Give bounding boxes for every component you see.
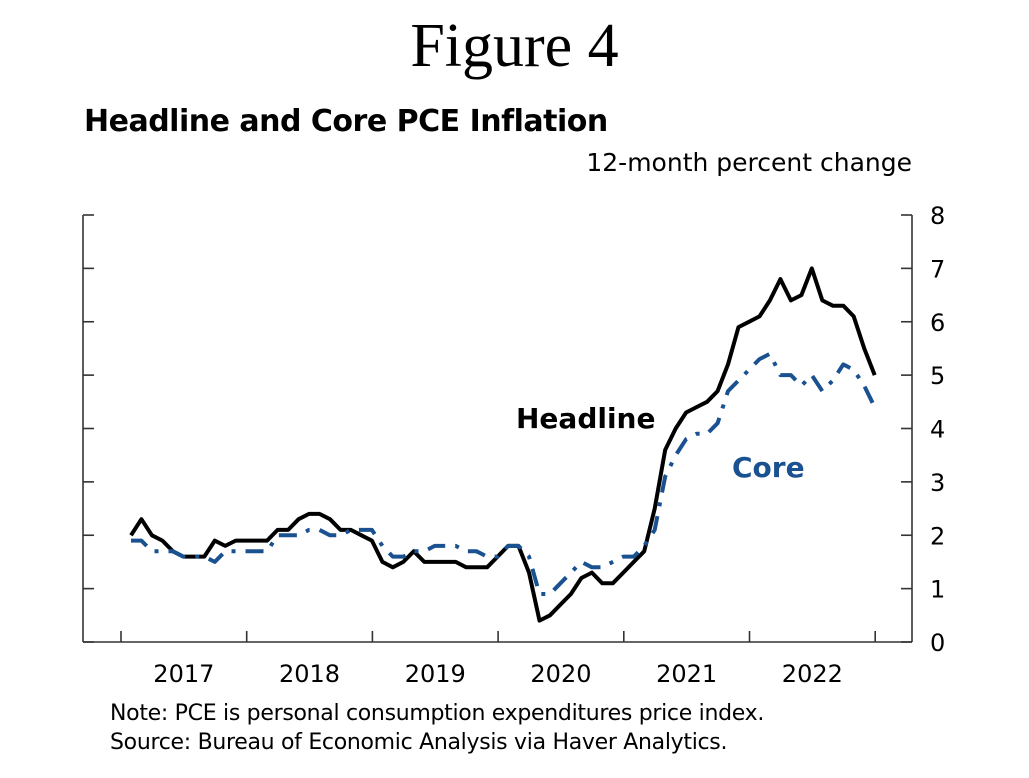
y-tick-label: 5 xyxy=(930,362,945,390)
y-tick-label: 2 xyxy=(930,522,945,550)
series-lines xyxy=(129,266,877,623)
series-label-core: Core xyxy=(732,451,805,484)
figure-title: Figure 4 xyxy=(410,12,619,80)
y-tick-label: 4 xyxy=(930,416,945,444)
y-tick-label: 0 xyxy=(930,629,945,657)
x-tick-label: 2017 xyxy=(153,660,214,688)
x-tick-label: 2020 xyxy=(530,660,591,688)
ticks: 0 1 2 3 4 5 6 7 8 2017 2018 2019 2020 2021 2022 xyxy=(83,202,945,688)
chart-note: Note: PCE is personal consumption expend… xyxy=(110,701,765,726)
x-tick-label: 2019 xyxy=(405,660,466,688)
series-line-headline xyxy=(129,266,877,623)
series-line-core xyxy=(131,351,877,596)
y-axis-unit-label: 12-month percent change xyxy=(586,148,912,177)
series-label-headline: Headline xyxy=(516,402,655,435)
y-tick-label: 7 xyxy=(930,255,945,283)
x-tick-label: 2018 xyxy=(279,660,340,688)
axes xyxy=(82,215,913,643)
chart-source: Source: Bureau of Economic Analysis via … xyxy=(110,730,728,755)
y-tick-label: 6 xyxy=(930,309,945,337)
x-tick-label: 2021 xyxy=(656,660,717,688)
y-tick-label: 3 xyxy=(930,469,945,497)
y-tick-label: 1 xyxy=(930,576,945,604)
y-tick-label: 8 xyxy=(930,202,945,230)
x-tick-label: 2022 xyxy=(782,660,843,688)
chart-title: Headline and Core PCE Inflation xyxy=(84,104,608,139)
